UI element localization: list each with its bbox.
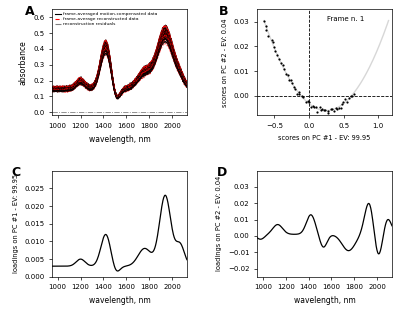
Point	[334, 106, 341, 111]
Point	[316, 104, 323, 109]
Point	[284, 73, 291, 78]
Point	[292, 86, 298, 91]
X-axis label: wavelength, nm: wavelength, nm	[88, 135, 150, 144]
Y-axis label: scores on PC #2 - EV: 0.04: scores on PC #2 - EV: 0.04	[222, 18, 228, 107]
Point	[303, 100, 309, 105]
Point	[304, 99, 311, 104]
Point	[310, 104, 316, 109]
Text: Frame n. 1: Frame n. 1	[327, 16, 365, 22]
Point	[349, 93, 356, 98]
Point	[274, 53, 280, 58]
Point	[272, 49, 278, 54]
Point	[269, 37, 275, 42]
Point	[332, 106, 339, 111]
Point	[340, 100, 346, 104]
Point	[317, 107, 324, 112]
Y-axis label: absorbance: absorbance	[18, 40, 28, 85]
Point	[344, 100, 350, 104]
Point	[296, 90, 302, 95]
Point	[338, 105, 344, 110]
Point	[278, 60, 284, 65]
Point	[288, 78, 294, 83]
Text: B: B	[219, 5, 229, 18]
Point	[331, 109, 338, 114]
Y-axis label: loadings on PC #2 - EV: 0.04: loadings on PC #2 - EV: 0.04	[216, 176, 222, 272]
Point	[291, 85, 297, 90]
Point	[306, 99, 312, 104]
Point	[281, 66, 288, 71]
Point	[336, 105, 342, 110]
Point	[300, 95, 306, 100]
Point	[324, 111, 331, 116]
Point	[322, 107, 328, 112]
Point	[339, 101, 346, 106]
Point	[328, 107, 335, 112]
Text: A: A	[25, 5, 35, 18]
Point	[261, 19, 267, 24]
Point	[320, 108, 327, 113]
Point	[314, 109, 320, 114]
Point	[328, 107, 334, 112]
Point	[311, 105, 317, 110]
Point	[308, 104, 314, 109]
Point	[286, 78, 292, 83]
Text: D: D	[217, 166, 227, 179]
Point	[345, 95, 352, 100]
Legend: frame-averaged motion-compensated data, frame-average reconstructed data, recons: frame-averaged motion-compensated data, …	[54, 12, 158, 26]
Point	[263, 28, 270, 33]
X-axis label: scores on PC #1 - EV: 99.95: scores on PC #1 - EV: 99.95	[278, 135, 371, 141]
Point	[276, 56, 282, 61]
Point	[299, 93, 305, 98]
Text: C: C	[12, 166, 21, 179]
Point	[296, 92, 302, 97]
Y-axis label: loadings on PC #1 - EV: 99.95: loadings on PC #1 - EV: 99.95	[12, 174, 18, 273]
Point	[263, 23, 269, 28]
Point	[294, 91, 300, 96]
Point	[289, 80, 295, 85]
Point	[319, 107, 325, 112]
Point	[265, 33, 271, 38]
Point	[313, 104, 320, 109]
Point	[270, 39, 276, 44]
Point	[325, 108, 331, 113]
X-axis label: wavelength, nm: wavelength, nm	[294, 296, 356, 305]
Point	[348, 93, 354, 98]
Point	[350, 91, 357, 96]
X-axis label: wavelength, nm: wavelength, nm	[88, 296, 150, 305]
Point	[279, 63, 286, 67]
Point	[282, 72, 289, 77]
Point	[342, 97, 348, 102]
Point	[271, 44, 278, 49]
